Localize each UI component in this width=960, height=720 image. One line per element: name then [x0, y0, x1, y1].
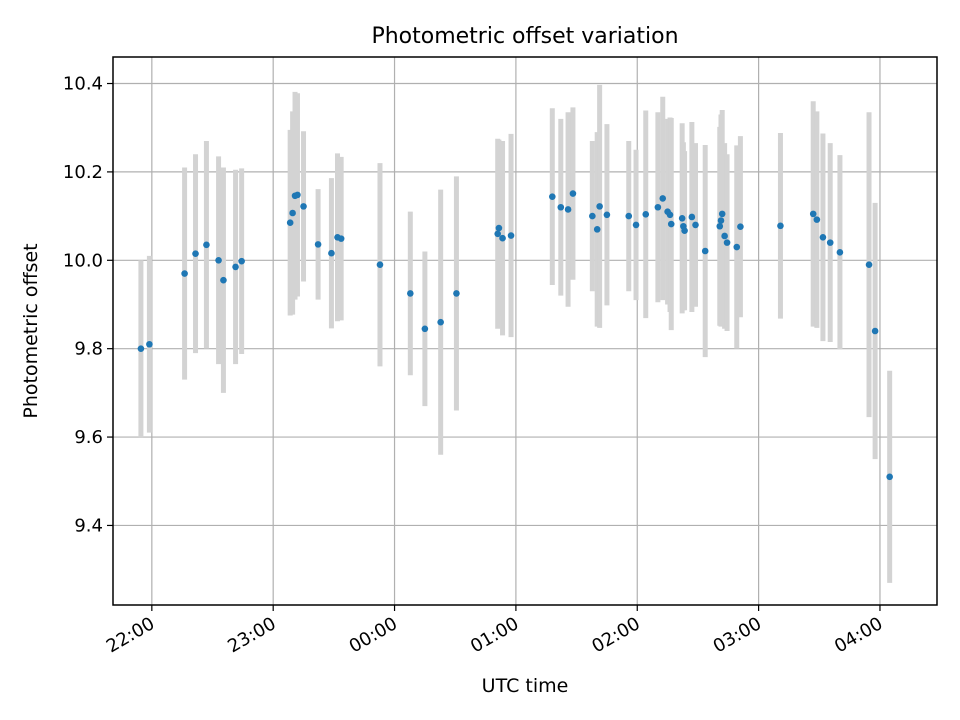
- data-point: [813, 216, 821, 223]
- y-tick-label: 10.4: [63, 74, 103, 95]
- y-axis-label: Photometric offset: [20, 243, 42, 418]
- data-point: [667, 220, 675, 228]
- data-point: [603, 211, 611, 219]
- data-point: [717, 217, 725, 224]
- data-point: [642, 211, 650, 218]
- data-point: [596, 203, 603, 210]
- y-tick-label: 10.2: [63, 162, 103, 183]
- data-point: [337, 235, 345, 242]
- x-axis-ticks: 22:00 23:00 00:00 01:00 02:00 03:00 04:00: [103, 605, 886, 657]
- data-point: [564, 206, 572, 213]
- data-point: [215, 256, 222, 264]
- data-point: [294, 191, 301, 199]
- data-point: [407, 290, 414, 297]
- data-point: [589, 212, 596, 220]
- data-point: [232, 263, 239, 271]
- y-tick-label: 9.8: [74, 339, 103, 360]
- data-point: [289, 209, 296, 217]
- x-tick-label: 00:00: [346, 613, 401, 657]
- x-axis-label: UTC time: [482, 675, 569, 697]
- data-point: [721, 232, 728, 240]
- data-point: [737, 223, 744, 231]
- data-point: [549, 193, 556, 200]
- data-point: [376, 261, 384, 269]
- data-point: [181, 270, 188, 277]
- data-point: [733, 243, 741, 251]
- data-point: [137, 345, 145, 352]
- data-point: [314, 241, 322, 248]
- data-point: [692, 221, 699, 229]
- data-point: [678, 215, 686, 222]
- data-point: [716, 222, 724, 230]
- grid: [113, 57, 937, 605]
- plot-frame: [112, 56, 938, 606]
- data-point: [495, 224, 503, 232]
- data-point: [238, 257, 245, 265]
- data-point: [499, 234, 506, 242]
- data-points: [137, 190, 893, 481]
- data-point: [569, 190, 577, 197]
- data-point: [328, 249, 335, 257]
- data-point: [718, 210, 726, 218]
- data-point: [659, 195, 667, 202]
- data-point: [871, 327, 879, 335]
- error-bars: [138, 84, 893, 583]
- data-point: [192, 250, 199, 257]
- data-point: [632, 221, 640, 229]
- data-point: [437, 318, 444, 326]
- chart-title: Photometric offset variation: [371, 24, 678, 49]
- data-point: [625, 212, 633, 220]
- data-point: [701, 247, 709, 255]
- x-tick-label: 03:00: [710, 613, 765, 657]
- y-tick-label: 10.0: [63, 250, 103, 271]
- data-point: [507, 232, 515, 239]
- data-point: [688, 213, 696, 221]
- x-tick-label: 02:00: [588, 613, 643, 657]
- y-tick-label: 9.4: [74, 515, 103, 536]
- y-axis-ticks: 9.4 9.6 9.8 10.0 10.2 10.4: [63, 74, 113, 536]
- data-point: [494, 230, 501, 238]
- data-point: [421, 325, 429, 333]
- data-point: [819, 234, 827, 241]
- data-point: [300, 203, 307, 210]
- data-point: [723, 239, 731, 246]
- data-point: [146, 340, 153, 348]
- y-tick-label: 9.6: [74, 427, 103, 448]
- x-tick-label: 04:00: [831, 613, 886, 657]
- data-point: [809, 210, 817, 218]
- x-tick-label: 22:00: [103, 613, 158, 657]
- x-tick-label: 23:00: [224, 613, 279, 657]
- data-point: [681, 227, 688, 234]
- data-point: [836, 249, 844, 256]
- data-point: [654, 203, 662, 211]
- data-point: [557, 203, 565, 211]
- x-tick-label: 01:00: [467, 613, 522, 657]
- data-point: [826, 239, 834, 246]
- data-point: [865, 261, 873, 269]
- data-point: [666, 211, 674, 219]
- data-point: [203, 241, 210, 249]
- data-point: [220, 276, 227, 284]
- data-point: [453, 290, 460, 297]
- data-point: [593, 226, 601, 233]
- data-point: [777, 222, 784, 230]
- data-point: [286, 219, 294, 227]
- data-point: [886, 473, 893, 481]
